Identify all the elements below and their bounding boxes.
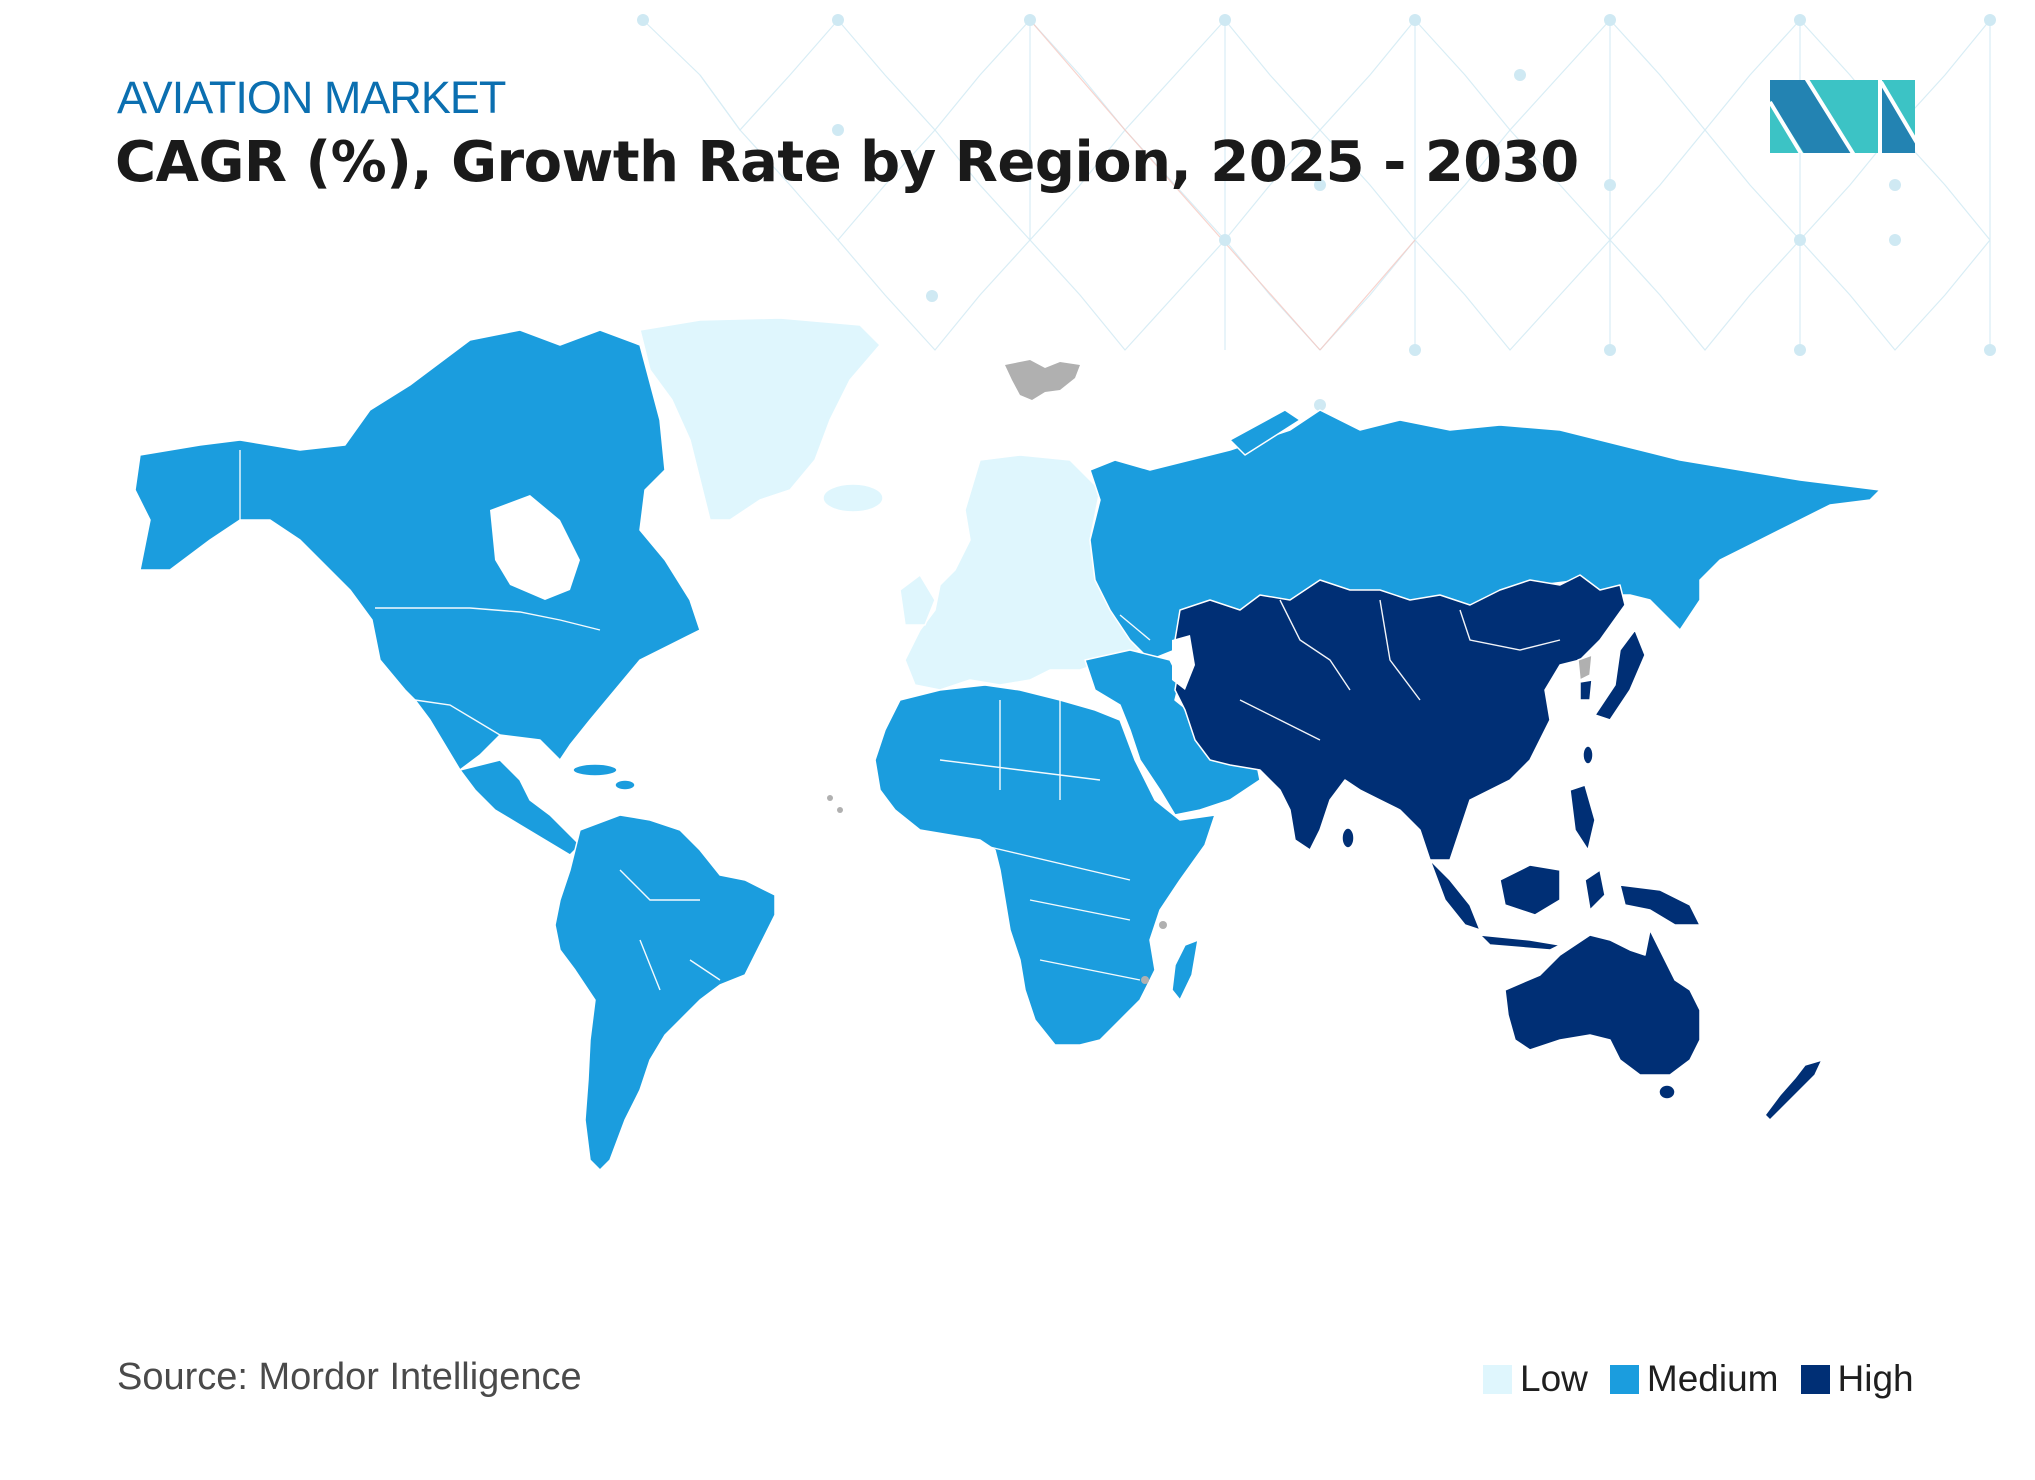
region-north-america[interactable] (134, 329, 701, 771)
map-legend: Low Medium High (1483, 1358, 1936, 1400)
region-greenland[interactable] (639, 317, 881, 521)
legend-label-high: High (1837, 1358, 1914, 1399)
legend-swatch-low (1483, 1364, 1512, 1394)
mordor-intelligence-logo-icon (1770, 80, 1915, 153)
region-australia[interactable] (1504, 929, 1701, 1076)
background-network-pattern (637, 14, 1996, 411)
legend-label-medium: Medium (1646, 1358, 1779, 1399)
region-new-zealand[interactable] (1764, 1059, 1823, 1121)
legend-item-medium: Medium (1609, 1358, 1779, 1400)
region-south-america[interactable] (554, 814, 776, 1171)
chart-title: CAGR (%), Growth Rate by Region, 2025 - … (115, 130, 1579, 195)
region-africa[interactable] (874, 684, 1216, 1046)
region-asia-pacific[interactable] (1174, 574, 1626, 861)
legend-swatch-high (1800, 1364, 1830, 1394)
region-iceland[interactable] (822, 483, 884, 513)
chart-subtitle: AVIATION MARKET (117, 72, 506, 123)
source-attribution: Source: Mordor Intelligence (117, 1356, 582, 1398)
region-central-america[interactable] (459, 759, 581, 856)
world-choropleth-map (134, 317, 1881, 1171)
legend-label-low: Low (1520, 1358, 1588, 1399)
legend-item-low: Low (1483, 1358, 1588, 1400)
legend-item-high: High (1800, 1358, 1914, 1400)
region-svalbard (1005, 360, 1080, 400)
legend-swatch-medium (1609, 1364, 1639, 1394)
